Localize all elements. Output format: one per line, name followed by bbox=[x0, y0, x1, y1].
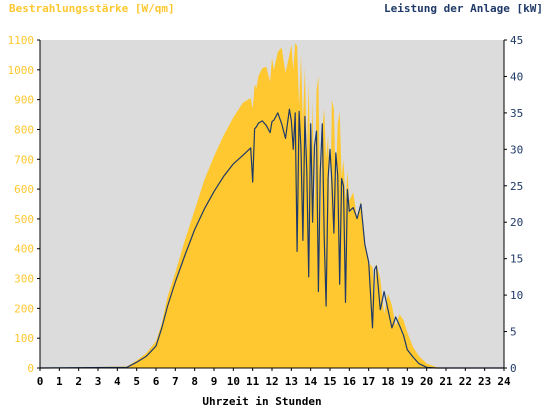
right-tick-label: 5 bbox=[510, 326, 517, 339]
x-tick-label: 4 bbox=[114, 375, 121, 388]
x-axis-title: Uhrzeit in Stunden bbox=[202, 395, 321, 408]
x-tick-label: 9 bbox=[211, 375, 218, 388]
x-tick-label: 1 bbox=[56, 375, 63, 388]
right-tick-label: 15 bbox=[510, 253, 523, 266]
left-tick-label: 100 bbox=[14, 332, 34, 345]
x-tick-label: 6 bbox=[153, 375, 160, 388]
x-tick-label: 21 bbox=[439, 375, 453, 388]
power-line bbox=[39, 108, 504, 369]
left-tick-label: 1000 bbox=[8, 64, 35, 77]
right-tick-label: 35 bbox=[510, 107, 523, 120]
x-tick-label: 13 bbox=[285, 375, 298, 388]
left-tick-label: 300 bbox=[14, 273, 34, 286]
right-tick-label: 30 bbox=[510, 143, 523, 156]
left-tick-label: 800 bbox=[14, 123, 34, 136]
x-tick-label: 10 bbox=[227, 375, 240, 388]
left-tick-label: 200 bbox=[14, 302, 34, 315]
x-tick-label: 14 bbox=[304, 375, 318, 388]
left-tick-label: 700 bbox=[14, 153, 34, 166]
x-tick-label: 5 bbox=[133, 375, 140, 388]
left-axis-title: Bestrahlungsstärke [W/qm] bbox=[9, 2, 175, 15]
x-tick-label: 20 bbox=[420, 375, 433, 388]
x-tick-label: 7 bbox=[172, 375, 179, 388]
x-tick-label: 22 bbox=[459, 375, 472, 388]
right-tick-label: 20 bbox=[510, 216, 523, 229]
left-tick-label: 500 bbox=[14, 213, 34, 226]
irradiance-area bbox=[40, 43, 504, 368]
right-tick-label: 0 bbox=[510, 362, 517, 375]
right-axis-title: Leistung der Anlage [kW] bbox=[384, 2, 543, 15]
x-tick-label: 19 bbox=[401, 375, 414, 388]
right-tick-label: 40 bbox=[510, 70, 523, 83]
x-tick-label: 0 bbox=[37, 375, 44, 388]
left-tick-label: 600 bbox=[14, 183, 34, 196]
x-tick-label: 16 bbox=[343, 375, 357, 388]
left-tick-label: 0 bbox=[27, 362, 34, 375]
x-tick-label: 15 bbox=[323, 375, 336, 388]
x-tick-label: 18 bbox=[381, 375, 394, 388]
left-tick-label: 400 bbox=[14, 243, 34, 256]
x-tick-label: 17 bbox=[362, 375, 375, 388]
x-tick-label: 11 bbox=[246, 375, 260, 388]
x-tick-label: 3 bbox=[95, 375, 102, 388]
x-tick-label: 24 bbox=[497, 375, 511, 388]
left-tick-label: 900 bbox=[14, 94, 34, 107]
x-tick-label: 2 bbox=[75, 375, 82, 388]
right-tick-label: 10 bbox=[510, 289, 523, 302]
x-tick-label: 12 bbox=[265, 375, 278, 388]
left-tick-label: 1100 bbox=[8, 34, 35, 47]
x-tick-label: 23 bbox=[478, 375, 491, 388]
right-tick-label: 45 bbox=[510, 34, 523, 47]
x-tick-label: 8 bbox=[191, 375, 198, 388]
right-tick-label: 25 bbox=[510, 180, 523, 193]
